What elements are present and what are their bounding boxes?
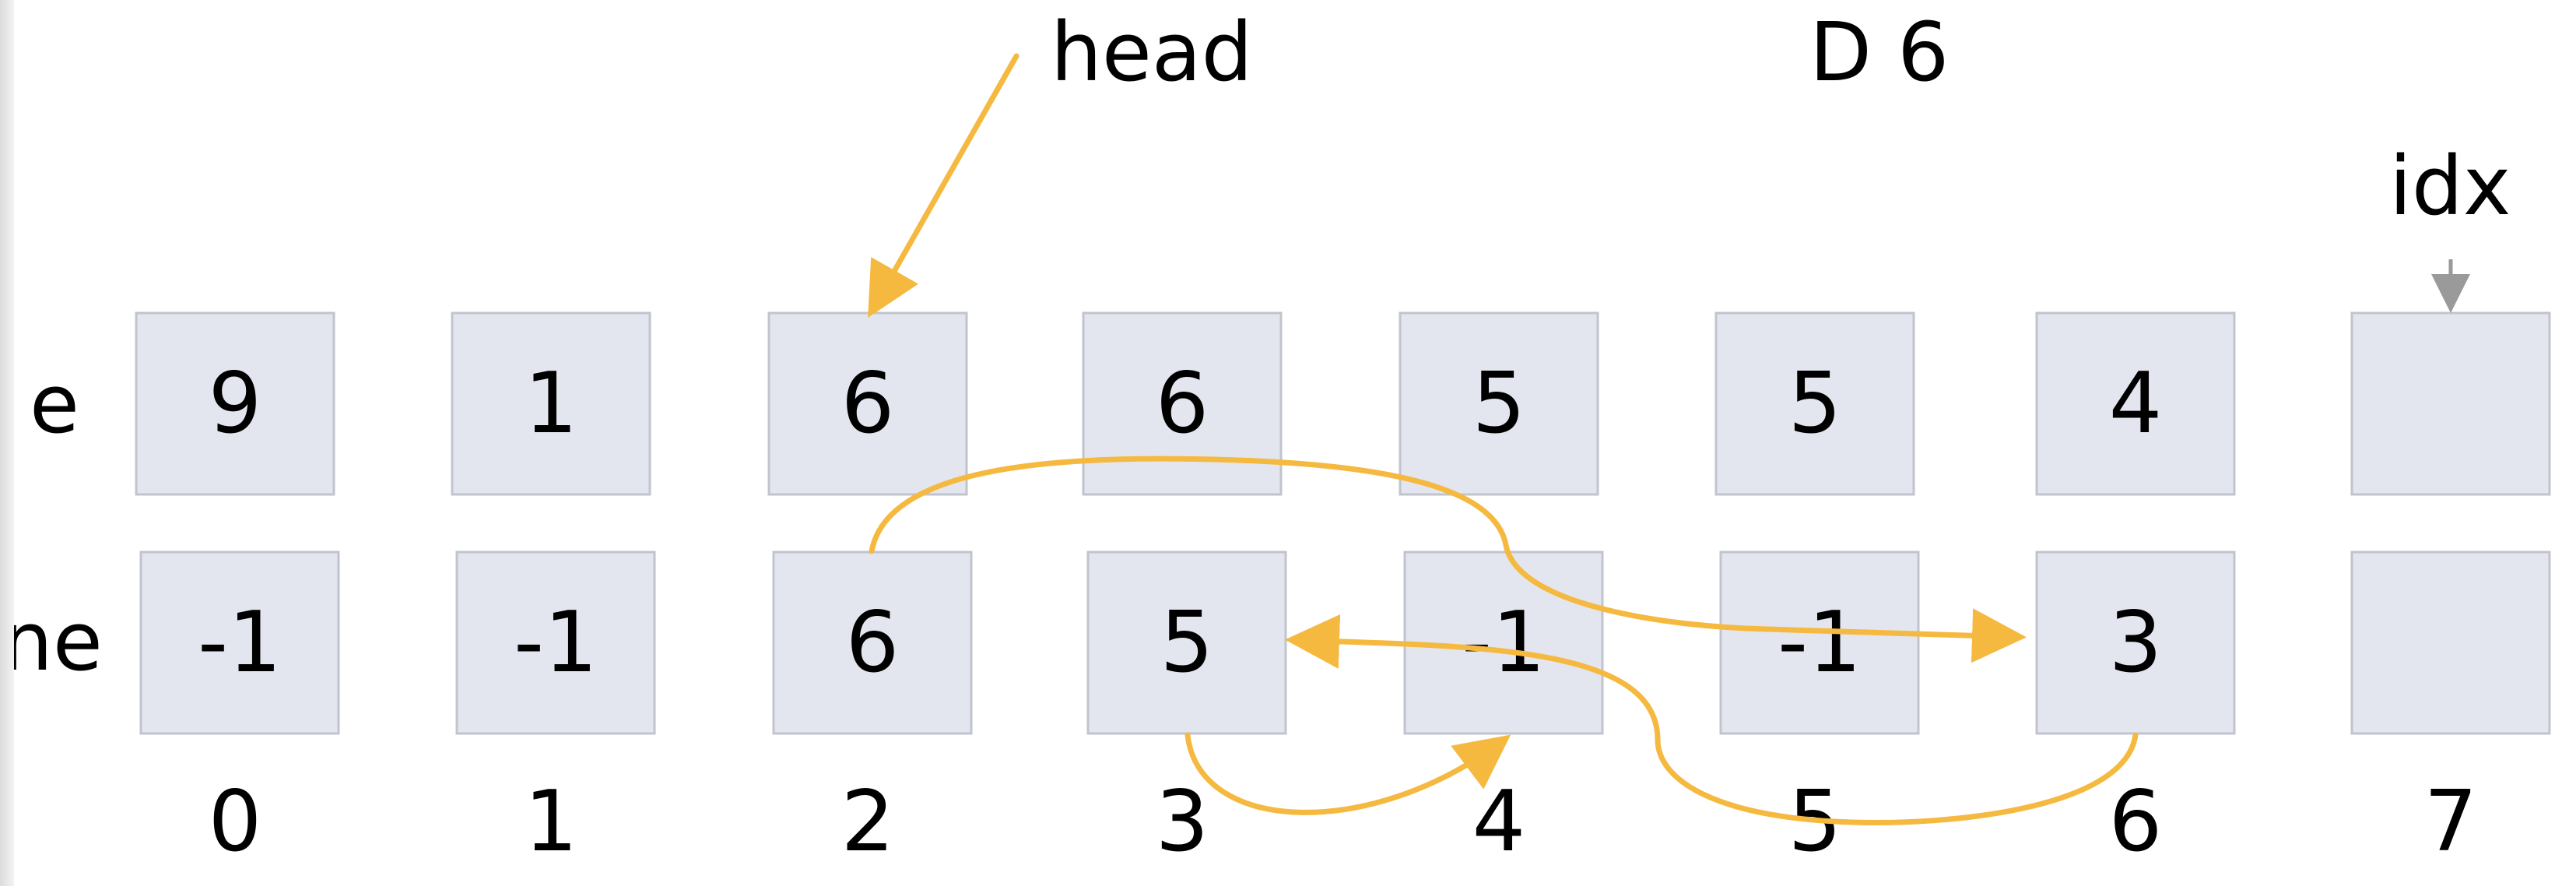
index-label: 1 bbox=[525, 773, 578, 871]
link-arrow-3-to-4 bbox=[1184, 732, 1511, 815]
ne-cell: -1 bbox=[1719, 551, 1920, 735]
ne-cell: 3 bbox=[2035, 551, 2236, 735]
index-label: 2 bbox=[841, 773, 895, 871]
ne-value: -1 bbox=[1462, 594, 1546, 691]
e-cell: 5 bbox=[1399, 311, 1599, 496]
e-value: 6 bbox=[1156, 355, 1209, 452]
index-label: 0 bbox=[209, 773, 262, 871]
e-value: 9 bbox=[209, 355, 262, 452]
ne-cell: -1 bbox=[1403, 551, 1604, 735]
ne-value: 5 bbox=[1160, 594, 1214, 691]
index-label: 7 bbox=[2424, 773, 2478, 871]
e-cell: 5 bbox=[1714, 311, 1915, 496]
e-cell: 1 bbox=[451, 311, 651, 496]
ne-value: -1 bbox=[514, 594, 598, 691]
e-value: 1 bbox=[525, 355, 578, 452]
e-cell: 6 bbox=[1082, 311, 1283, 496]
e-cell: 4 bbox=[2035, 311, 2236, 496]
step-label: D 6 bbox=[1809, 5, 1949, 100]
ne-value: -1 bbox=[198, 594, 282, 691]
e-value: 5 bbox=[1472, 355, 1526, 452]
idx-label: idx bbox=[2389, 139, 2511, 234]
e-cell: 9 bbox=[135, 311, 335, 496]
ne-cell: 6 bbox=[772, 551, 973, 735]
link-arrow-2-to-6 bbox=[869, 456, 2027, 663]
index-row: 0 1 2 3 4 5 6 7 bbox=[209, 773, 2478, 871]
head-label: head bbox=[1051, 5, 1253, 100]
e-row-label: e bbox=[30, 357, 79, 452]
e-value: 6 bbox=[841, 355, 895, 452]
left-edge-strip bbox=[0, 0, 14, 886]
e-value: 4 bbox=[2109, 355, 2163, 452]
ne-cell: -1 bbox=[139, 551, 340, 735]
index-label: 6 bbox=[2109, 773, 2163, 871]
ne-row-label: ne bbox=[2, 594, 103, 689]
ne-value: -1 bbox=[1778, 594, 1862, 691]
e-cell bbox=[2350, 311, 2551, 496]
head-pointer-arrow bbox=[868, 53, 1020, 318]
ne-cell bbox=[2350, 551, 2551, 735]
index-label: 3 bbox=[1156, 773, 1209, 871]
e-cell: 6 bbox=[767, 311, 968, 496]
index-label: 4 bbox=[1472, 773, 1526, 871]
e-value: 5 bbox=[1788, 355, 1842, 452]
link-arrow-6-to-3 bbox=[1285, 614, 2139, 825]
e-array: 9 1 6 6 5 5 4 bbox=[135, 311, 2551, 496]
ne-array: -1 -1 6 5 -1 -1 3 bbox=[139, 551, 2551, 735]
ne-value: 6 bbox=[846, 594, 900, 691]
ne-value: 3 bbox=[2109, 594, 2163, 691]
ne-cell: -1 bbox=[455, 551, 656, 735]
ne-cell: 5 bbox=[1086, 551, 1287, 735]
